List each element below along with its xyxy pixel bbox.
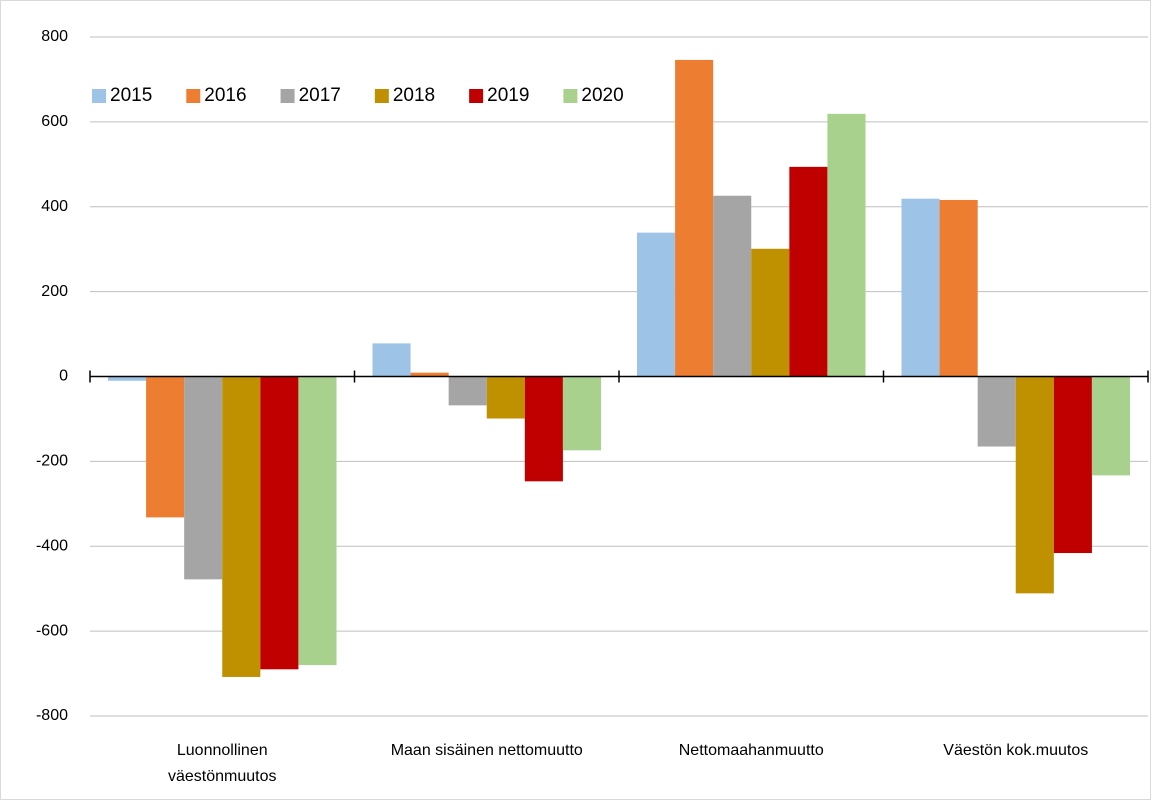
y-tick-label: -600 [36, 622, 68, 639]
bar [1091, 376, 1130, 476]
y-tick-label: -800 [36, 707, 68, 724]
x-tick-label: Luonnollinen väestönmuutos [167, 742, 277, 785]
legend-swatch [186, 89, 201, 103]
legend-swatch [469, 89, 484, 103]
y-tick-label: -200 [36, 453, 68, 470]
bar [486, 376, 525, 419]
bar [260, 376, 299, 670]
bar [637, 232, 676, 377]
bar [901, 198, 940, 377]
legend-label: 2017 [299, 85, 341, 106]
y-tick-label: 600 [41, 113, 68, 130]
bar [977, 376, 1016, 447]
bar [751, 248, 790, 377]
legend-swatch [374, 89, 389, 103]
legend-label: 2019 [487, 85, 529, 106]
bar [146, 376, 185, 518]
bar [939, 199, 978, 377]
legend-swatch [280, 89, 295, 103]
y-tick-label: 800 [41, 28, 68, 45]
bar [789, 166, 828, 377]
y-tick-label: 200 [41, 283, 68, 300]
x-tick-label: Maan sisäinen nettomuutto [390, 742, 583, 759]
legend-label: 2020 [581, 85, 623, 106]
bar [222, 376, 261, 677]
x-tick-label: Väestön kok.muutos [943, 742, 1089, 759]
bar [827, 113, 866, 377]
bar [184, 376, 223, 580]
bar [372, 343, 411, 377]
y-tick-label: 0 [59, 368, 68, 385]
legend-label: 2015 [110, 85, 152, 106]
bar [524, 376, 563, 482]
legend-label: 2018 [393, 85, 435, 106]
x-tick-label: Nettomaahanmuutto [678, 742, 824, 759]
bar [1015, 376, 1054, 594]
bar [410, 372, 449, 377]
bar [713, 195, 752, 377]
bar [675, 59, 714, 377]
legend-label: 2016 [204, 85, 246, 106]
bar [298, 376, 337, 666]
y-tick-label: 400 [41, 198, 68, 215]
y-tick-label: -400 [36, 537, 68, 554]
bar [448, 376, 487, 406]
bar [1053, 376, 1092, 554]
bar [562, 376, 601, 451]
legend-swatch [92, 89, 106, 103]
bar [108, 376, 147, 381]
legend-swatch [563, 89, 578, 103]
